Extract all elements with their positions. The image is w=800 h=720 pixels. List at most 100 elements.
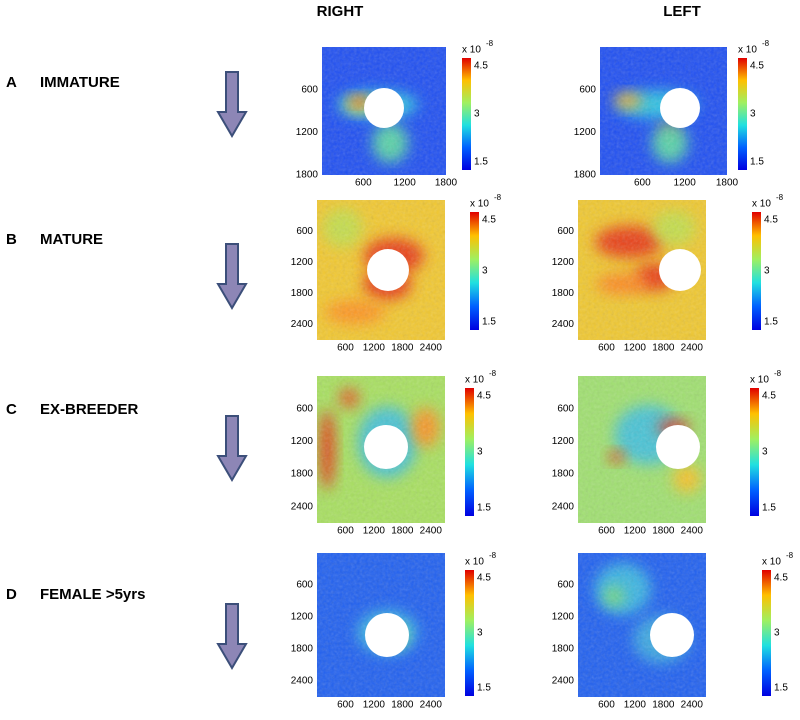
colorbar-tick-label: 4.5 [774, 573, 788, 584]
y-tick-label: 1800 [291, 469, 314, 480]
arrow [216, 71, 248, 138]
row-letter: D [6, 586, 17, 603]
colorbar-tick-label: 1.5 [477, 503, 491, 514]
colorbar [470, 212, 479, 330]
colorbar-scale: x 10 [752, 199, 771, 210]
x-tick-label: 600 [598, 526, 615, 537]
x-tick-label: 600 [634, 178, 651, 189]
heatmap [317, 376, 445, 523]
y-tick-label: 2400 [552, 319, 575, 330]
y-tick-label: 2400 [552, 501, 575, 512]
heatmap [578, 553, 706, 697]
x-tick-label: 600 [337, 343, 354, 354]
y-tick-label: 1200 [552, 257, 575, 268]
x-tick-label: 1200 [363, 700, 386, 711]
hole [656, 425, 700, 469]
heatmap [322, 47, 446, 175]
y-tick-label: 1800 [574, 170, 597, 181]
column-header: RIGHT [317, 3, 364, 20]
arrow [216, 243, 248, 310]
y-tick-label: 1200 [291, 612, 314, 623]
y-tick-label: 1200 [296, 127, 319, 138]
x-tick-label: 1200 [674, 178, 697, 189]
colorbar-tick-label: 3 [762, 447, 768, 458]
y-tick-label: 1800 [291, 644, 314, 655]
colorbar-tick-label: 4.5 [750, 61, 764, 72]
colorbar [738, 58, 747, 170]
y-tick-label: 600 [579, 84, 596, 95]
colorbar-tick-label: 1.5 [764, 317, 778, 328]
colorbar-exponent: -8 [489, 551, 497, 560]
colorbar-exponent: -8 [486, 39, 494, 48]
row-letter: B [6, 231, 17, 248]
colorbar-tick-label: 3 [774, 628, 780, 639]
x-tick-label: 2400 [681, 343, 704, 354]
y-tick-label: 2400 [552, 676, 575, 687]
hole [364, 425, 408, 469]
hole [660, 88, 700, 128]
colorbar-tick-label: 1.5 [482, 317, 496, 328]
y-tick-label: 1200 [552, 436, 575, 447]
y-tick-label: 2400 [291, 319, 314, 330]
y-tick-label: 600 [557, 580, 574, 591]
heatmap [578, 200, 706, 340]
colorbar [762, 570, 771, 696]
row-label: IMMATURE [40, 74, 120, 91]
y-tick-label: 600 [296, 403, 313, 414]
row-label: EX-BREEDER [40, 401, 139, 418]
colorbar-tick-label: 4.5 [764, 215, 778, 226]
x-tick-label: 1800 [652, 526, 675, 537]
y-tick-label: 1200 [552, 612, 575, 623]
x-tick-label: 600 [598, 700, 615, 711]
hole [367, 249, 409, 291]
colorbar-tick-label: 3 [477, 447, 483, 458]
colorbar-scale: x 10 [462, 45, 481, 56]
x-tick-label: 1200 [363, 526, 386, 537]
y-tick-label: 1200 [574, 127, 597, 138]
x-tick-label: 1200 [624, 343, 647, 354]
colorbar-tick-label: 4.5 [474, 61, 488, 72]
colorbar-scale: x 10 [762, 557, 781, 568]
y-tick-label: 1800 [552, 469, 575, 480]
x-tick-label: 1800 [391, 700, 414, 711]
y-tick-label: 2400 [291, 676, 314, 687]
x-tick-label: 2400 [420, 526, 443, 537]
y-tick-label: 1200 [291, 257, 314, 268]
colorbar-tick-label: 1.5 [762, 503, 776, 514]
x-tick-label: 600 [355, 178, 372, 189]
colorbar-tick-label: 3 [477, 628, 483, 639]
x-tick-label: 1800 [716, 178, 739, 189]
column-header: LEFT [663, 3, 701, 20]
x-tick-label: 1800 [391, 526, 414, 537]
hole [365, 613, 409, 657]
x-tick-label: 2400 [420, 700, 443, 711]
y-tick-label: 1800 [552, 644, 575, 655]
x-tick-label: 1200 [394, 178, 417, 189]
heatmap [600, 47, 727, 175]
row-letter: C [6, 401, 17, 418]
row-label: MATURE [40, 231, 103, 248]
colorbar-scale: x 10 [465, 557, 484, 568]
hole [659, 249, 701, 291]
hole [650, 613, 694, 657]
heatmap-fill [578, 376, 706, 523]
colorbar-tick-label: 3 [764, 266, 770, 277]
y-tick-label: 1800 [291, 288, 314, 299]
colorbar-tick-label: 3 [750, 109, 756, 120]
colorbar [462, 58, 471, 170]
x-tick-label: 2400 [420, 343, 443, 354]
x-tick-label: 2400 [681, 700, 704, 711]
heatmap [578, 376, 706, 523]
x-tick-label: 1800 [652, 700, 675, 711]
colorbar-scale: x 10 [750, 375, 769, 386]
x-tick-label: 1200 [624, 700, 647, 711]
colorbar-scale: x 10 [738, 45, 757, 56]
colorbar-exponent: -8 [489, 369, 497, 378]
colorbar-tick-label: 1.5 [474, 157, 488, 168]
heatmap-fill [578, 200, 706, 340]
colorbar-tick-label: 4.5 [477, 391, 491, 402]
x-tick-label: 600 [337, 526, 354, 537]
x-tick-label: 1800 [435, 178, 458, 189]
colorbar-exponent: -8 [494, 193, 502, 202]
